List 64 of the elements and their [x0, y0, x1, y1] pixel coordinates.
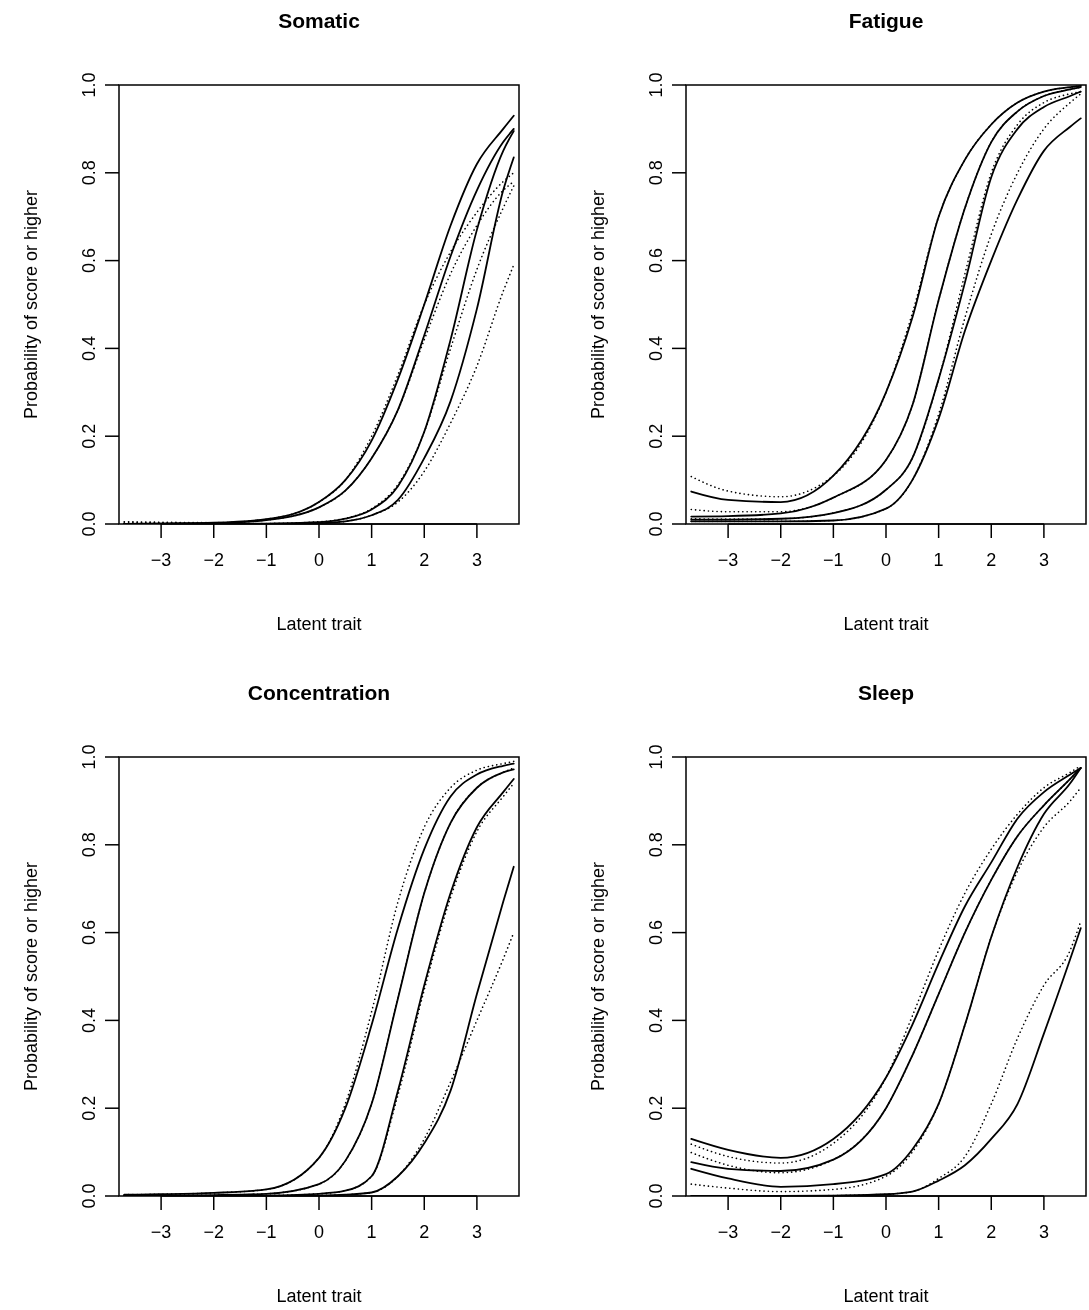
x-tick-label: 3: [1038, 1222, 1049, 1242]
x-tick-label: 3: [471, 1222, 482, 1242]
x-axis-title: Latent trait: [276, 1286, 362, 1306]
y-axis-title: Probability of score or higher: [21, 861, 41, 1092]
x-tick-label: 0: [880, 1222, 892, 1242]
y-tick-label: 1.0: [646, 72, 666, 98]
x-tick-label: 2: [986, 550, 997, 570]
y-tick-label: 0.0: [79, 1183, 99, 1209]
y-tick-label: 0.0: [646, 1183, 666, 1209]
x-tick-label: 1: [933, 1222, 944, 1242]
y-tick-label: 0.8: [646, 160, 666, 186]
y-tick-label: 0.0: [646, 511, 666, 537]
y-tick-label: 0.4: [79, 335, 99, 361]
y-tick-label: 0.4: [79, 1007, 99, 1033]
x-tick-label: 2: [986, 1222, 997, 1242]
y-tick-label: 0.8: [79, 832, 99, 858]
x-axis-title: Latent trait: [843, 614, 929, 634]
y-tick-label: 0.2: [646, 423, 666, 449]
y-tick-label: 0.6: [79, 920, 99, 946]
x-tick-label: 0: [313, 1222, 325, 1242]
y-tick-label: 1.0: [646, 744, 666, 770]
x-tick-label: −1: [256, 550, 277, 570]
y-tick-label: 0.4: [646, 335, 666, 361]
x-axis-title: Latent trait: [276, 614, 362, 634]
x-tick-label: 1: [933, 550, 944, 570]
y-axis-title: Probability of score or higher: [588, 861, 608, 1092]
y-tick-label: 1.0: [79, 72, 99, 98]
y-tick-label: 0.6: [79, 248, 99, 274]
y-axis-title: Probability of score or higher: [21, 189, 41, 420]
x-tick-label: 0: [313, 550, 325, 570]
x-tick-label: −1: [823, 1222, 844, 1242]
chart-title: Fatigue: [848, 9, 924, 32]
y-tick-label: 0.2: [79, 423, 99, 449]
x-tick-label: −3: [150, 1222, 172, 1242]
y-tick-label: 0.2: [646, 1095, 666, 1121]
x-tick-label: −1: [256, 1222, 277, 1242]
x-tick-label: 2: [419, 1222, 430, 1242]
chart-title: Somatic: [278, 9, 361, 32]
y-tick-label: 0.0: [79, 511, 99, 537]
y-tick-label: 0.4: [646, 1007, 666, 1033]
y-tick-label: 0.8: [79, 160, 99, 186]
x-tick-label: −2: [203, 550, 224, 570]
x-tick-label: 3: [1038, 550, 1049, 570]
y-axis-title: Probability of score or higher: [588, 189, 608, 420]
y-tick-label: 0.6: [646, 248, 666, 274]
x-tick-label: −3: [150, 550, 172, 570]
y-tick-label: 0.2: [79, 1095, 99, 1121]
y-tick-label: 1.0: [79, 744, 99, 770]
x-tick-label: 2: [419, 550, 430, 570]
y-tick-label: 0.8: [646, 832, 666, 858]
x-tick-label: −2: [770, 1222, 791, 1242]
x-tick-label: 1: [366, 1222, 377, 1242]
chart-title: Sleep: [857, 681, 915, 704]
x-tick-label: −3: [717, 1222, 739, 1242]
x-tick-label: 1: [366, 550, 377, 570]
x-tick-label: −2: [770, 550, 791, 570]
chart-title: Concentration: [247, 681, 391, 704]
y-tick-label: 0.6: [646, 920, 666, 946]
x-axis-title: Latent trait: [843, 1286, 929, 1306]
x-tick-label: −1: [823, 550, 844, 570]
x-tick-label: −3: [717, 550, 739, 570]
x-tick-label: −2: [203, 1222, 224, 1242]
x-tick-label: 3: [471, 550, 482, 570]
x-tick-label: 0: [880, 550, 892, 570]
